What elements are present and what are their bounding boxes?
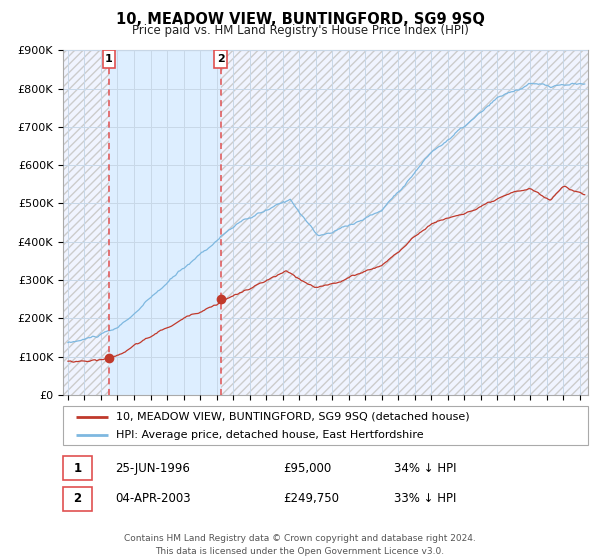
FancyBboxPatch shape: [103, 50, 115, 68]
Text: 1: 1: [73, 461, 82, 474]
Text: Price paid vs. HM Land Registry's House Price Index (HPI): Price paid vs. HM Land Registry's House …: [131, 24, 469, 37]
Text: 04-APR-2003: 04-APR-2003: [115, 492, 191, 505]
FancyBboxPatch shape: [63, 487, 92, 511]
Bar: [109, 50, 221, 395]
Text: 10, MEADOW VIEW, BUNTINGFORD, SG9 9SQ: 10, MEADOW VIEW, BUNTINGFORD, SG9 9SQ: [116, 12, 484, 27]
Text: 34% ↓ HPI: 34% ↓ HPI: [394, 461, 456, 474]
Text: HPI: Average price, detached house, East Hertfordshire: HPI: Average price, detached house, East…: [115, 430, 423, 440]
FancyBboxPatch shape: [63, 406, 588, 445]
Text: 2: 2: [217, 54, 224, 64]
Bar: [221, 50, 588, 395]
Text: 10, MEADOW VIEW, BUNTINGFORD, SG9 9SQ (detached house): 10, MEADOW VIEW, BUNTINGFORD, SG9 9SQ (d…: [115, 412, 469, 422]
Text: £249,750: £249,750: [284, 492, 340, 505]
Text: 25-JUN-1996: 25-JUN-1996: [115, 461, 190, 474]
Text: 1: 1: [105, 54, 113, 64]
Text: £95,000: £95,000: [284, 461, 332, 474]
Bar: [63, 50, 109, 395]
FancyBboxPatch shape: [214, 50, 227, 68]
FancyBboxPatch shape: [63, 456, 92, 480]
Text: 2: 2: [73, 492, 82, 505]
Text: Contains HM Land Registry data © Crown copyright and database right 2024.
This d: Contains HM Land Registry data © Crown c…: [124, 534, 476, 556]
Text: 33% ↓ HPI: 33% ↓ HPI: [394, 492, 456, 505]
